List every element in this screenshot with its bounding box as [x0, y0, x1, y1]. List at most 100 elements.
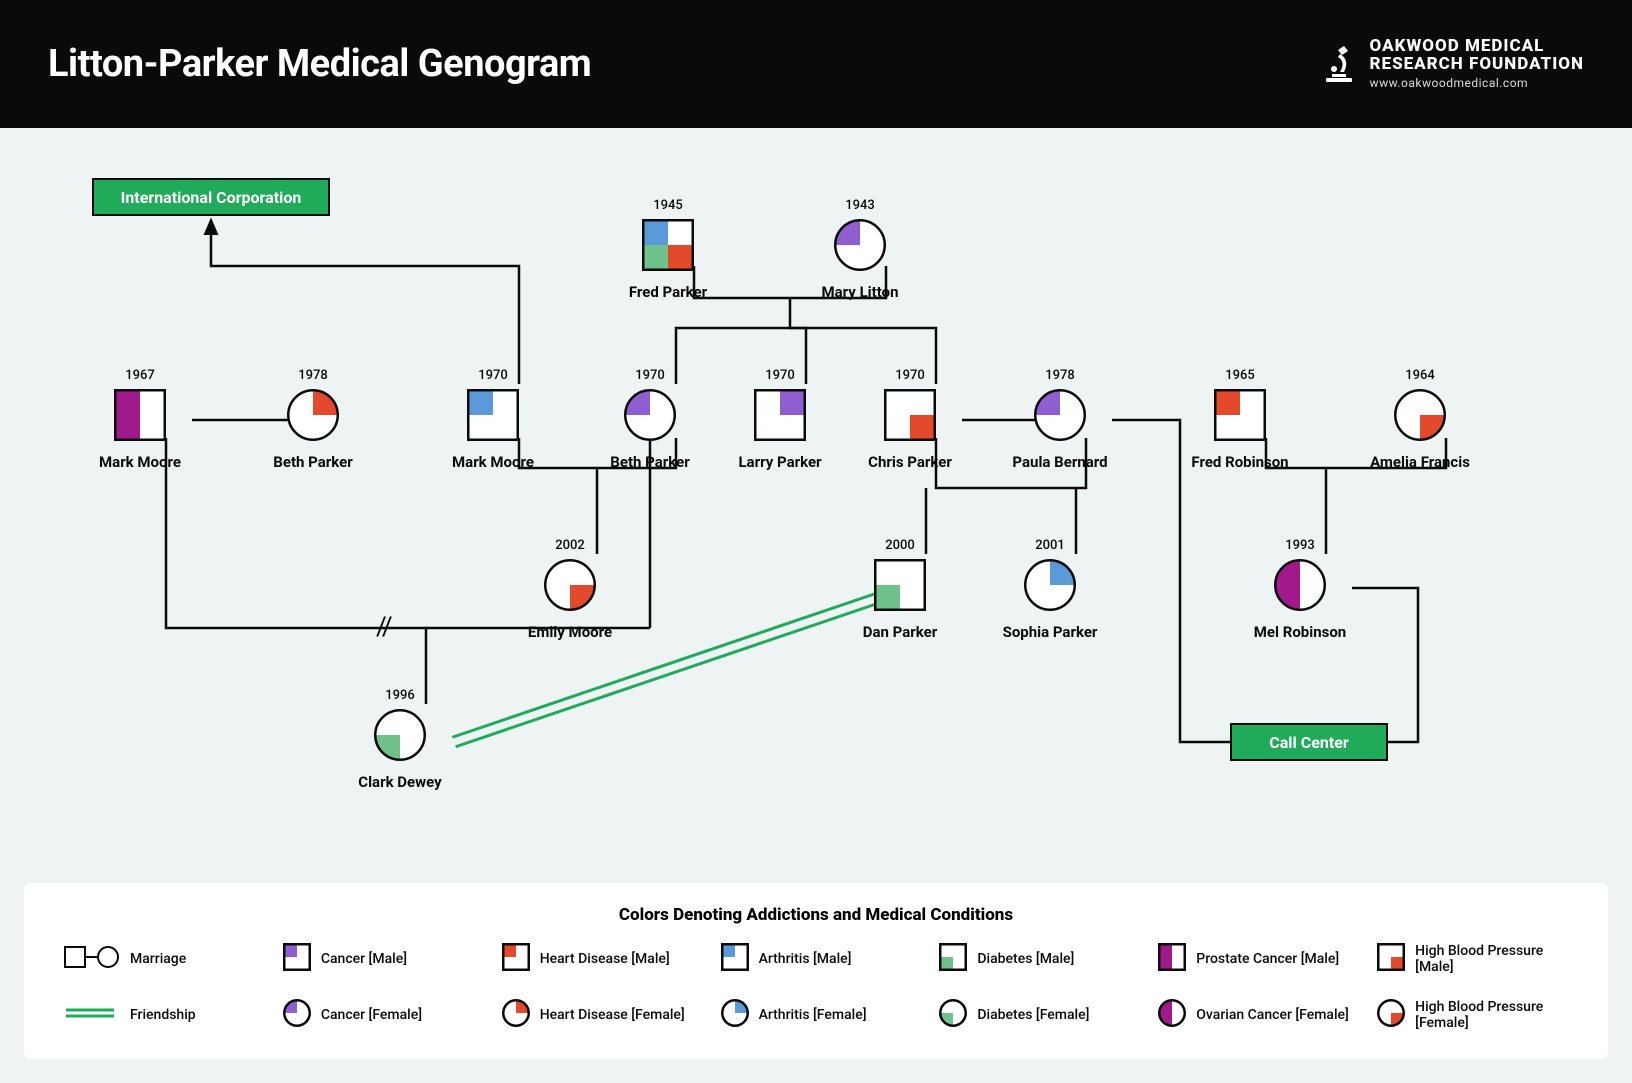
person-beth_parker_1: 1978 Beth Parker [253, 368, 373, 471]
person-year: 1967 [80, 368, 200, 383]
person-name: Mel Robinson [1240, 623, 1360, 641]
person-chris_parker: 1970 Chris Parker [850, 368, 970, 471]
legend-item: Ovarian Cancer [Female] [1158, 999, 1349, 1031]
legend-symbol [1158, 999, 1186, 1031]
person-name: Clark Dewey [340, 773, 460, 791]
legend-item: Arthritis [Male] [721, 943, 912, 975]
person-name: Fred Robinson [1180, 453, 1300, 471]
legend-symbol [721, 999, 749, 1031]
legend-symbol [64, 999, 120, 1031]
person-year: 1970 [433, 368, 553, 383]
person-name: Beth Parker [590, 453, 710, 471]
person-year: 1978 [253, 368, 373, 383]
person-amelia_francis: 1964 Amelia Francis [1360, 368, 1480, 471]
legend-item: Prostate Cancer [Male] [1158, 943, 1349, 975]
person-name: Chris Parker [850, 453, 970, 471]
person-year: 1943 [800, 198, 920, 213]
page-title: Litton-Parker Medical Genogram [48, 42, 591, 86]
legend-grid: Marriage Cancer [Male] Heart Disease [Male… [64, 943, 1568, 1031]
genogram-canvas: 1945 Fred Parker 1943 Mary Litton 1967 Mark M… [0, 128, 1632, 883]
legend-label: Heart Disease [Male] [540, 951, 670, 967]
person-clark_dewey: 1996 Clark Dewey [340, 688, 460, 791]
person-mark_moore_1: 1967 Mark Moore [80, 368, 200, 471]
person-mel_robinson: 1993 Mel Robinson [1240, 538, 1360, 641]
legend-label: Arthritis [Male] [759, 951, 852, 967]
legend-symbol [64, 943, 120, 975]
legend-item: Heart Disease [Female] [502, 999, 693, 1031]
legend-label: Marriage [130, 951, 186, 967]
person-dan_parker: 2000 Dan Parker [840, 538, 960, 641]
person-mark_moore_2: 1970 Mark Moore [433, 368, 553, 471]
person-year: 1978 [1000, 368, 1120, 383]
person-name: Beth Parker [253, 453, 373, 471]
legend-label: Diabetes [Female] [977, 1007, 1089, 1023]
legend-label: High Blood Pressure [Male] [1415, 943, 1568, 975]
person-year: 1970 [850, 368, 970, 383]
legend-item: Marriage [64, 943, 255, 975]
legend-label: Cancer [Female] [321, 1007, 422, 1023]
person-sophia_parker: 2001 Sophia Parker [990, 538, 1110, 641]
person-year: 2000 [840, 538, 960, 553]
legend-symbol [283, 943, 311, 975]
person-name: Amelia Francis [1360, 453, 1480, 471]
person-year: 2002 [510, 538, 630, 553]
legend-label: Heart Disease [Female] [540, 1007, 685, 1023]
header: Litton-Parker Medical Genogram OAKWOOD M… [0, 0, 1632, 128]
legend-symbol [939, 999, 967, 1031]
legend-symbol [939, 943, 967, 975]
person-fred_robinson: 1965 Fred Robinson [1180, 368, 1300, 471]
legend-item: Friendship [64, 999, 255, 1031]
legend-label: Diabetes [Male] [977, 951, 1074, 967]
person-name: Fred Parker [608, 283, 728, 301]
legend-title: Colors Denoting Addictions and Medical C… [64, 905, 1568, 925]
person-year: 1965 [1180, 368, 1300, 383]
person-larry_parker: 1970 Larry Parker [720, 368, 840, 471]
person-mary_litton: 1943 Mary Litton [800, 198, 920, 301]
divorce-slash: // [376, 612, 391, 642]
legend-item: High Blood Pressure [Male] [1377, 943, 1568, 975]
person-year: 2001 [990, 538, 1110, 553]
legend-label: Ovarian Cancer [Female] [1196, 1007, 1349, 1023]
person-emily_moore: 2002 Emily Moore [510, 538, 630, 641]
legend-symbol [502, 943, 530, 975]
legend-item: Cancer [Male] [283, 943, 474, 975]
person-beth_parker_2: 1970 Beth Parker [590, 368, 710, 471]
person-year: 1964 [1360, 368, 1480, 383]
person-name: Mary Litton [800, 283, 920, 301]
legend-symbol [502, 999, 530, 1031]
person-name: Larry Parker [720, 453, 840, 471]
legend-label: Prostate Cancer [Male] [1196, 951, 1339, 967]
corp-badge: International Corporation [92, 178, 330, 216]
legend-item: Diabetes [Female] [939, 999, 1130, 1031]
person-year: 1970 [590, 368, 710, 383]
legend-label: Arthritis [Female] [759, 1007, 867, 1023]
person-year: 1945 [608, 198, 728, 213]
legend-symbol [721, 943, 749, 975]
legend-symbol [1377, 943, 1405, 975]
person-name: Mark Moore [433, 453, 553, 471]
microscope-icon [1322, 44, 1356, 84]
person-year: 1970 [720, 368, 840, 383]
legend-symbol [1377, 999, 1405, 1031]
call-center-badge: Call Center [1230, 723, 1388, 761]
person-name: Emily Moore [510, 623, 630, 641]
legend-item: Heart Disease [Male] [502, 943, 693, 975]
legend: Colors Denoting Addictions and Medical C… [24, 883, 1608, 1059]
legend-symbol [283, 999, 311, 1031]
brand: OAKWOOD MEDICALRESEARCH FOUNDATION www.o… [1322, 38, 1584, 90]
person-name: Dan Parker [840, 623, 960, 641]
legend-item: Diabetes [Male] [939, 943, 1130, 975]
person-year: 1993 [1240, 538, 1360, 553]
brand-url: www.oakwoodmedical.com [1370, 76, 1584, 90]
legend-symbol [1158, 943, 1186, 975]
person-paula_bernard: 1978 Paula Bernard [1000, 368, 1120, 471]
person-fred_parker: 1945 Fred Parker [608, 198, 728, 301]
legend-label: High Blood Pressure [Female] [1415, 999, 1568, 1031]
legend-label: Cancer [Male] [321, 951, 407, 967]
legend-item: High Blood Pressure [Female] [1377, 999, 1568, 1031]
person-name: Paula Bernard [1000, 453, 1120, 471]
person-name: Sophia Parker [990, 623, 1110, 641]
person-year: 1996 [340, 688, 460, 703]
legend-item: Cancer [Female] [283, 999, 474, 1031]
person-name: Mark Moore [80, 453, 200, 471]
